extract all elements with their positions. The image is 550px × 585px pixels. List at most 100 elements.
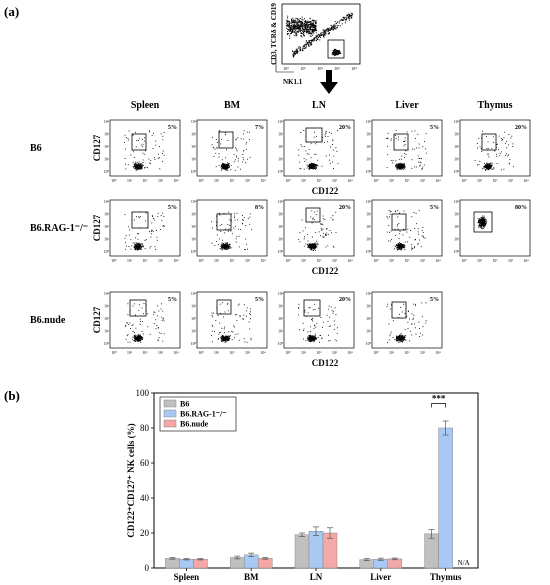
cell-dot	[292, 21, 294, 23]
cell-dot	[224, 247, 226, 249]
cell-dot	[294, 53, 296, 55]
cell-dot	[306, 42, 308, 44]
cell-dot	[153, 314, 155, 316]
cell-dot	[405, 335, 406, 337]
cell-dot	[402, 165, 404, 167]
cell-dot	[332, 161, 334, 163]
cell-dot	[137, 337, 139, 339]
cell-dot	[484, 218, 486, 220]
cell-dot	[238, 235, 240, 237]
flow-plot-dots	[386, 210, 426, 251]
cell-dot	[126, 322, 128, 324]
cell-dot	[309, 164, 311, 166]
cell-dot	[312, 40, 314, 42]
cell-dot	[289, 37, 291, 39]
cell-dot	[163, 216, 165, 218]
cell-dot	[135, 167, 137, 169]
cell-dot	[332, 53, 334, 55]
cell-dot	[224, 339, 226, 341]
cell-dot	[310, 340, 312, 342]
cell-dot	[481, 223, 483, 225]
cell-dot	[329, 29, 331, 31]
cell-dot	[316, 163, 318, 165]
cell-dot	[243, 304, 245, 306]
cell-dot	[143, 140, 145, 142]
cell-dot	[315, 35, 317, 37]
cell-dot	[223, 212, 225, 214]
cell-dot	[336, 340, 338, 342]
cell-dot	[417, 243, 419, 245]
cell-dot	[310, 29, 312, 31]
cell-dot	[225, 335, 227, 337]
cell-dot	[134, 334, 136, 336]
cell-dot	[310, 165, 312, 167]
cell-dot	[228, 211, 230, 213]
gate-percent-label: 20%	[339, 205, 351, 211]
cell-dot	[312, 320, 314, 322]
cell-dot	[228, 339, 230, 341]
flow-x-tick: 10²	[143, 259, 149, 263]
cell-dot	[142, 338, 144, 340]
cell-dot	[310, 335, 312, 337]
cell-dot	[163, 333, 165, 335]
cell-dot	[405, 150, 407, 152]
cell-dot	[346, 17, 348, 19]
cell-dot	[308, 340, 310, 342]
cell-dot	[501, 169, 502, 171]
cell-dot	[400, 244, 402, 246]
cell-dot	[305, 340, 307, 342]
cell-dot	[310, 31, 312, 33]
y-tick-label: 80	[140, 423, 150, 433]
cell-dot	[288, 23, 290, 25]
cell-dot	[390, 230, 392, 232]
cell-dot	[233, 337, 235, 339]
x-tick-label: Thymus	[430, 572, 462, 582]
cell-dot	[389, 333, 391, 335]
flow-y-tick: 10²	[104, 317, 110, 321]
cell-dot	[310, 163, 312, 165]
cell-dot	[331, 29, 333, 31]
cell-dot	[157, 305, 158, 307]
cell-dot	[138, 339, 140, 341]
cell-dot	[307, 246, 309, 248]
cell-dot	[219, 248, 221, 250]
cell-dot	[411, 323, 413, 325]
cell-dot	[481, 219, 483, 221]
top-gate-dots	[286, 12, 353, 58]
cell-dot	[425, 133, 427, 135]
cell-dot	[295, 48, 297, 50]
cell-dot	[157, 339, 159, 341]
cell-dot	[136, 249, 138, 251]
cell-dot	[303, 328, 305, 330]
flow-x-tick: 10⁴	[347, 179, 353, 183]
cell-dot	[398, 248, 400, 250]
cell-dot	[224, 342, 226, 344]
flow-y-tick: 10³	[104, 305, 110, 309]
cell-dot	[289, 24, 291, 26]
cell-dot	[135, 170, 137, 172]
cell-dot	[479, 225, 481, 227]
cell-dot	[322, 236, 324, 238]
cell-dot	[234, 169, 236, 171]
flow-gate-box	[216, 299, 232, 315]
cell-dot	[133, 247, 135, 249]
cell-dot	[310, 336, 312, 338]
cell-dot	[142, 165, 144, 166]
cell-dot	[142, 337, 143, 339]
flow-x-tick: 10⁰	[111, 259, 117, 263]
cell-dot	[292, 27, 294, 29]
cell-dot	[248, 321, 250, 323]
cell-dot	[136, 244, 138, 246]
cell-dot	[347, 17, 349, 19]
cell-dot	[133, 157, 135, 158]
cell-dot	[400, 337, 402, 339]
cell-dot	[480, 220, 482, 222]
cell-dot	[243, 314, 245, 316]
cell-dot	[312, 167, 314, 169]
cell-dot	[351, 13, 353, 15]
cell-dot	[211, 324, 213, 326]
cell-dot	[326, 29, 328, 31]
cell-dot	[315, 27, 317, 29]
cell-dot	[400, 248, 402, 250]
cell-dot	[163, 132, 165, 133]
